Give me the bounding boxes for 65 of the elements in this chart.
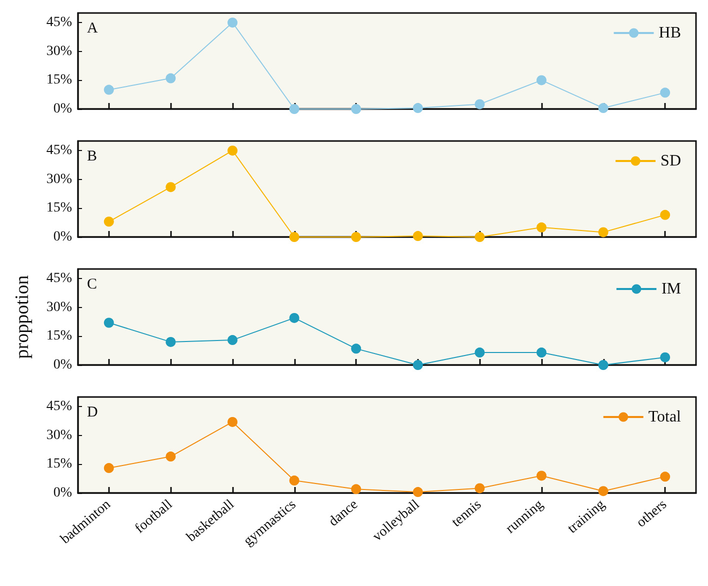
point bbox=[412, 231, 423, 242]
point bbox=[412, 360, 423, 370]
point bbox=[474, 232, 485, 242]
point bbox=[351, 104, 362, 114]
point bbox=[166, 182, 176, 192]
point bbox=[289, 232, 300, 242]
point bbox=[166, 73, 176, 84]
text: B bbox=[87, 148, 98, 164]
legend-label: HB bbox=[658, 24, 682, 42]
y-tick-label: 0% bbox=[53, 486, 72, 500]
legend-label: Total bbox=[648, 408, 682, 426]
point bbox=[536, 222, 546, 232]
y-tick-label: 0% bbox=[53, 358, 72, 372]
point bbox=[474, 99, 485, 110]
point bbox=[412, 103, 423, 114]
point bbox=[660, 472, 670, 482]
text: A bbox=[87, 20, 98, 36]
point bbox=[228, 416, 238, 427]
point bbox=[598, 227, 608, 238]
point bbox=[351, 232, 362, 242]
point bbox=[598, 103, 608, 114]
point bbox=[660, 88, 670, 98]
point bbox=[289, 476, 300, 486]
point bbox=[289, 104, 300, 114]
y-tick-label: 45% bbox=[46, 15, 72, 30]
y-tick-label: 45% bbox=[46, 143, 72, 158]
point bbox=[351, 484, 362, 494]
y-tick-label: 30% bbox=[46, 44, 72, 59]
legend-label: SD bbox=[660, 152, 681, 170]
point bbox=[166, 452, 176, 462]
y-tick-label: 30% bbox=[46, 300, 72, 315]
y-tick-label: 0% bbox=[53, 102, 72, 116]
y-tick-label: 0% bbox=[53, 230, 72, 244]
y-tick-label: 45% bbox=[46, 399, 72, 414]
point bbox=[228, 146, 238, 156]
point bbox=[351, 344, 362, 354]
point bbox=[228, 335, 238, 346]
point bbox=[166, 336, 176, 347]
point bbox=[474, 348, 485, 358]
y-tick-label: 15% bbox=[46, 456, 72, 472]
point bbox=[474, 483, 485, 494]
point bbox=[104, 216, 114, 227]
point bbox=[660, 352, 670, 362]
text: D bbox=[87, 404, 98, 420]
point bbox=[536, 348, 546, 358]
point bbox=[536, 75, 546, 86]
y-tick-label: 45% bbox=[46, 271, 72, 286]
legend-label: IM bbox=[661, 280, 682, 298]
point bbox=[598, 360, 608, 370]
point bbox=[289, 312, 300, 323]
point bbox=[104, 463, 114, 474]
y-tick-label: 30% bbox=[46, 172, 72, 187]
point bbox=[104, 84, 114, 95]
point bbox=[598, 486, 608, 496]
y-axis-title: proppotion bbox=[12, 274, 33, 359]
y-tick-label: 30% bbox=[46, 428, 72, 443]
point bbox=[536, 470, 546, 481]
y-tick-label: 15% bbox=[46, 72, 72, 88]
point bbox=[104, 318, 114, 328]
text: C bbox=[87, 276, 98, 292]
y-tick-label: 15% bbox=[46, 328, 72, 344]
y-tick-label: 15% bbox=[46, 200, 72, 216]
point bbox=[660, 210, 670, 220]
point bbox=[412, 487, 423, 498]
point bbox=[228, 18, 238, 28]
